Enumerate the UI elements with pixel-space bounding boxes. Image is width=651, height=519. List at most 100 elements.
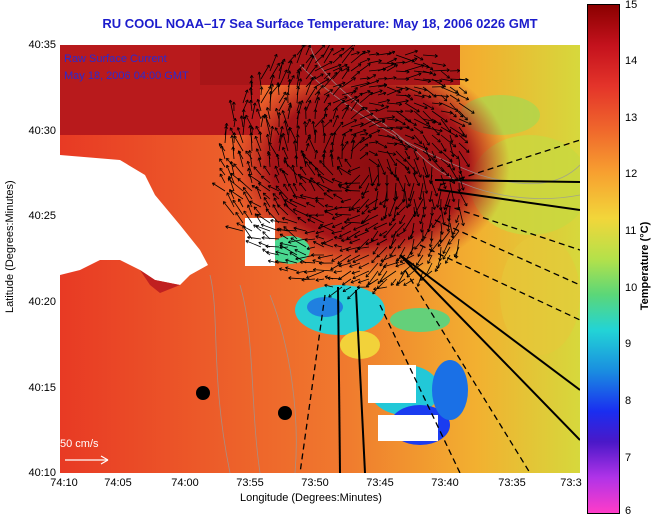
current-vector-head [274,127,279,131]
x-tick-label: 74:05 [104,477,132,489]
current-vector-head [320,73,324,77]
current-vector [247,236,262,240]
current-vector-head [341,238,345,243]
current-vector [314,61,333,72]
current-vector [334,236,343,240]
current-vector [314,129,317,144]
current-vector [263,197,271,208]
current-vector [416,254,424,266]
current-vector [422,62,434,70]
current-vector [395,94,411,97]
current-vector-head [361,195,365,199]
current-vector [458,126,467,138]
current-vector-head [317,255,321,260]
current-vector-head [242,116,247,120]
current-vector [359,92,373,104]
current-vector [449,166,459,181]
current-vector [377,158,386,175]
current-vector [332,48,345,56]
current-vector [332,68,343,80]
current-vector [458,166,464,181]
current-vector [376,278,388,289]
current-vector-head [241,109,246,113]
current-vector-head [356,71,361,75]
current-vector [422,70,437,76]
current-vector-head [350,279,354,284]
current-vector [290,237,307,248]
current-vector [454,246,460,258]
current-vector [299,261,316,264]
current-vector-head [445,172,450,177]
current-vector [404,73,422,80]
current-vector-head [322,133,327,137]
current-vector-head [324,275,329,279]
temperature-colorbar [587,4,620,514]
current-vector-head [290,237,294,241]
current-vector [364,222,379,231]
current-vector [431,142,442,154]
current-vector-head [414,57,418,62]
current-vector-head [291,75,295,79]
current-vector [429,238,433,248]
current-vector-head [333,193,337,197]
current-vector-head [260,223,265,228]
current-vector [224,123,228,144]
current-vector [365,278,379,287]
current-vector-head [415,262,420,266]
current-vector-head [323,113,328,118]
current-vector-head [339,248,343,252]
current-vector-head [439,128,443,133]
current-vector-head [245,150,249,155]
current-vector [251,185,262,192]
current-vector-head [320,120,325,124]
current-vector [338,270,352,280]
current-vector-head [463,134,467,138]
current-vector [299,176,307,184]
current-vector-head [281,216,286,221]
current-vector [263,165,271,176]
current-vector-head [451,180,456,184]
current-vector [413,110,430,125]
current-vector-head [375,108,379,113]
current-vector [306,270,325,279]
current-vector-head [438,101,442,106]
current-vector-head [258,241,262,245]
current-vector-head [357,280,362,284]
current-vector [421,222,424,233]
current-vector-head [233,118,237,122]
current-vector [458,118,472,125]
current-vector [422,94,432,98]
current-vector-head [434,193,438,197]
current-vector-head [379,278,384,283]
current-vector-head [228,99,233,103]
current-vector-head [224,123,229,127]
current-vector-head [283,157,288,161]
current-vector-head [276,82,281,86]
current-vector-head [293,226,297,231]
current-vector [226,157,235,168]
current-vector-head [415,213,420,218]
current-vector [212,182,226,192]
current-vector-head [299,100,304,104]
current-vector [285,267,298,272]
current-vector-head [346,68,350,72]
current-vector-head [358,185,363,189]
current-vector [404,174,411,187]
current-vector-head [319,224,324,228]
current-vector-head [315,199,319,204]
y-tick-label: 40:30 [28,125,56,137]
current-vector [361,190,370,195]
current-vector-head [265,250,270,255]
current-vector-head [316,182,320,186]
current-vector-head [452,143,457,148]
current-vector-head [281,110,286,114]
current-vector [282,170,289,184]
current-vector [278,134,283,152]
current-vector-head [331,230,335,235]
current-vector-head [248,99,253,104]
current-vector [350,278,361,283]
current-vector-head [399,259,404,263]
current-vector [245,240,262,248]
current-vector-head [370,238,375,242]
current-vector [422,54,438,57]
